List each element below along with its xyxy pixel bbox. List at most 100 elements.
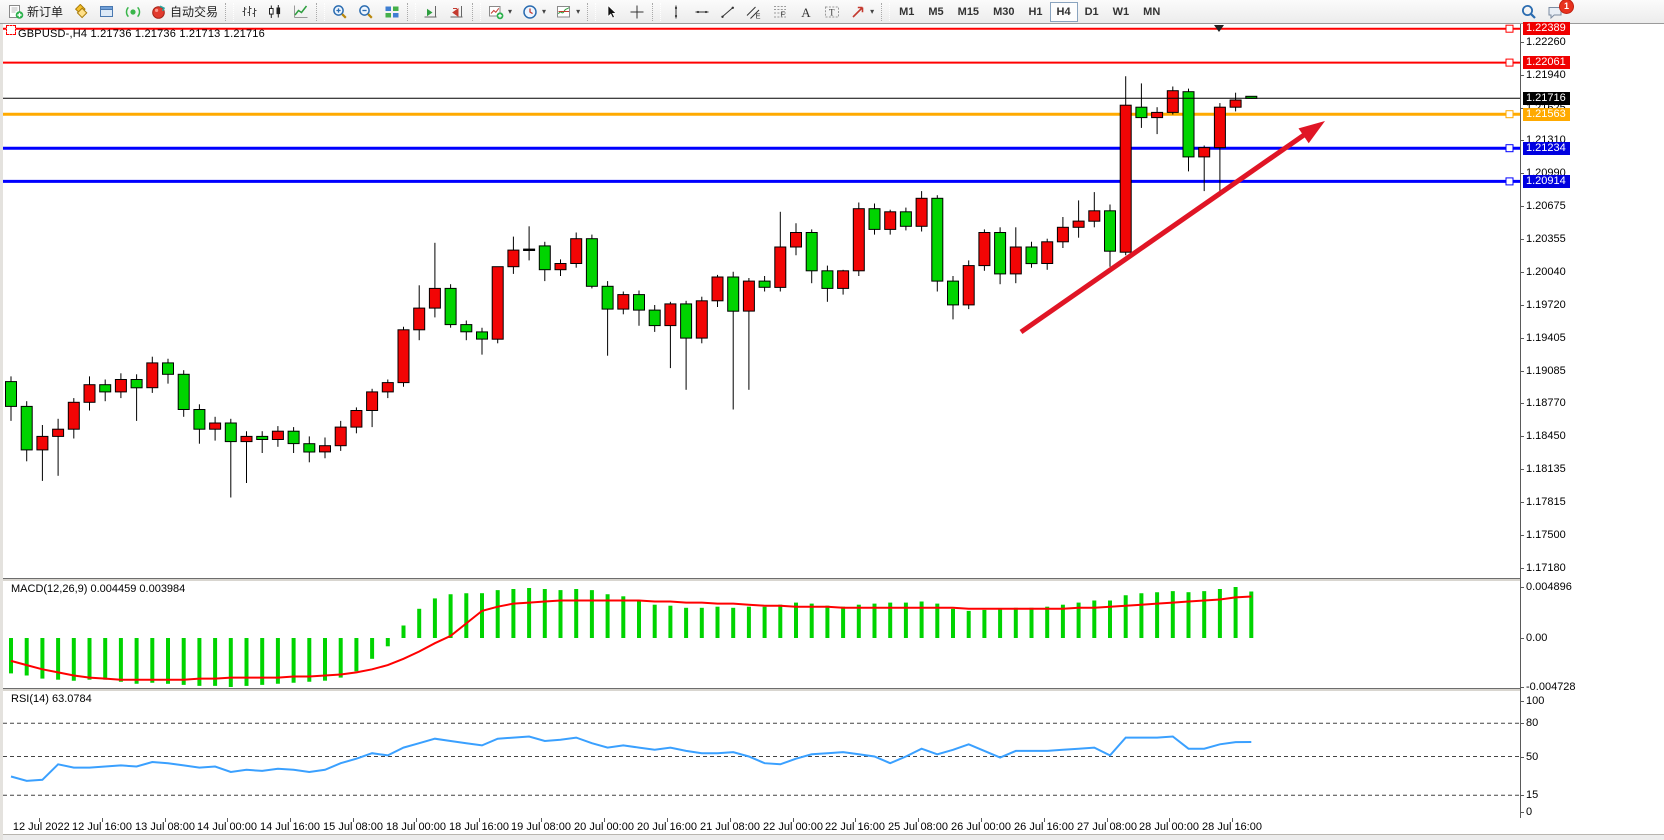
macd-tick-mark <box>1520 687 1524 688</box>
text-tool-button[interactable]: A <box>793 2 819 22</box>
time-tick-mark <box>353 818 354 822</box>
timeframe-H1-button[interactable]: H1 <box>1028 5 1043 18</box>
main-price-chart[interactable] <box>3 24 1520 578</box>
auto-trade-button[interactable]: 自动交易 <box>146 2 223 22</box>
auto-scroll-button[interactable] <box>418 2 444 22</box>
time-tick-mark <box>1169 818 1170 822</box>
price-tick-mark <box>1520 568 1524 569</box>
rsi-tick-label: 100 <box>1526 695 1545 707</box>
equidistant-channel-tool-button[interactable]: E <box>741 2 767 22</box>
timeframe-D1-button[interactable]: D1 <box>1084 5 1099 18</box>
toolbar-separator <box>587 2 597 21</box>
timeframe-H4-button[interactable]: H4 <box>1049 1 1078 22</box>
time-tick-label: 22 Jul 00:00 <box>763 821 823 833</box>
signals-button[interactable] <box>120 2 146 22</box>
hline-handle[interactable] <box>1505 144 1514 153</box>
trendline-tool-button[interactable] <box>715 2 741 22</box>
time-tick-label: 19 Jul 08:00 <box>511 821 571 833</box>
toolbar-separator <box>881 2 891 21</box>
rsi-tick-label: 80 <box>1526 717 1539 729</box>
tile-windows-button[interactable] <box>379 2 405 22</box>
hline-handle[interactable] <box>1505 58 1514 67</box>
rsi-pane[interactable] <box>3 690 1520 818</box>
toolbar-separator <box>225 2 235 21</box>
bar-chart-button[interactable] <box>236 2 262 22</box>
time-tick-mark <box>1044 818 1045 822</box>
hline-selection-handle[interactable] <box>6 25 16 35</box>
pane-separator-macd[interactable] <box>3 578 1520 581</box>
label-icon: T <box>824 4 840 20</box>
trend-arrow[interactable] <box>1019 121 1325 335</box>
price-level-badge: 1.21234 <box>1523 142 1570 155</box>
macd-pane[interactable] <box>3 580 1520 688</box>
time-tick-label: 26 Jul 16:00 <box>1014 821 1074 833</box>
timeframe-M1-button[interactable]: M1 <box>899 5 915 18</box>
price-tick-mark <box>1520 305 1524 306</box>
time-tick-label: 14 Jul 16:00 <box>260 821 320 833</box>
price-tick-label: 1.17500 <box>1526 529 1566 541</box>
tile-windows-icon <box>384 4 400 20</box>
rsi-label: RSI(14) 63.0784 <box>11 693 92 705</box>
horizontal-line-tool-button[interactable] <box>689 2 715 22</box>
new-order-button[interactable]: 新订单 <box>3 2 68 22</box>
symbol-ohlc-header: GBPUSD-,H4 1.21736 1.21736 1.21713 1.217… <box>18 28 265 40</box>
time-tick-mark <box>39 818 40 822</box>
periods-button[interactable]: ▾ <box>517 2 551 22</box>
text-icon: A <box>798 4 814 20</box>
zoom-out-button[interactable] <box>353 2 379 22</box>
time-tick-label: 12 Jul 16:00 <box>72 821 132 833</box>
crosshair-tool-button[interactable] <box>624 2 650 22</box>
timeframe-M30-button[interactable]: M30 <box>993 5 1015 18</box>
charts-stack-icon <box>73 3 89 20</box>
chart-shift-marker[interactable] <box>1214 25 1224 32</box>
line-chart-button[interactable] <box>288 2 314 22</box>
search-icon <box>1521 4 1537 20</box>
charts-button[interactable] <box>68 2 94 22</box>
templates-button[interactable]: ▾ <box>551 2 585 22</box>
chat-button[interactable]: 1 <box>1542 0 1574 22</box>
price-tick-label: 1.19720 <box>1526 299 1566 311</box>
macd-tick-label: 0.00 <box>1526 632 1548 644</box>
toolbar-separator <box>407 2 417 21</box>
hline-handle[interactable] <box>1505 110 1514 119</box>
text-label-tool-button[interactable]: T <box>819 2 845 22</box>
price-tick-mark <box>1520 108 1524 109</box>
rsi-tick-mark <box>1520 723 1524 724</box>
timeframe-MN-button[interactable]: MN <box>1143 5 1161 18</box>
vertical-line-tool-button[interactable] <box>663 2 689 22</box>
arrows-tool-button[interactable]: ▾ <box>845 2 879 22</box>
new-chart-button[interactable]: ▾ <box>483 2 517 22</box>
hline-handle[interactable] <box>1505 177 1514 186</box>
hline-handle[interactable] <box>1505 24 1514 33</box>
time-axis[interactable]: 12 Jul 2022 12 Jul 16:00 13 Jul 08:00 14 Ju… <box>3 818 1520 833</box>
price-tick-mark <box>1520 535 1524 536</box>
price-tick-mark <box>1520 206 1524 207</box>
time-tick-label: 28 Jul 16:00 <box>1202 821 1262 833</box>
time-tick-mark <box>102 818 103 822</box>
time-tick-label: 21 Jul 08:00 <box>700 821 760 833</box>
caret-down-icon: ▾ <box>542 7 547 16</box>
cursor-tool-button[interactable] <box>598 2 624 22</box>
price-tick-mark <box>1520 502 1524 503</box>
pane-separator-rsi[interactable] <box>3 688 1520 691</box>
price-tick-label: 1.19085 <box>1526 365 1566 377</box>
candlestick-chart-button[interactable] <box>262 2 288 22</box>
chart-shift-button[interactable] <box>444 2 470 22</box>
timeframe-W1-button[interactable]: W1 <box>1112 5 1130 18</box>
price-tick-mark <box>1520 272 1524 273</box>
time-tick-label: 20 Jul 16:00 <box>637 821 697 833</box>
market-watch-button[interactable] <box>94 2 120 22</box>
auto-scroll-icon <box>423 4 439 20</box>
price-tick-label: 1.18450 <box>1526 430 1566 442</box>
price-tick-mark <box>1520 469 1524 470</box>
rsi-tick-mark <box>1520 701 1524 702</box>
macd-tick-label: -0.004728 <box>1526 681 1576 693</box>
zoom-in-button[interactable] <box>327 2 353 22</box>
timeframe-M15-button[interactable]: M15 <box>957 5 980 18</box>
price-tick-label: 1.17180 <box>1526 562 1566 574</box>
timeframe-M5-button[interactable]: M5 <box>928 5 944 18</box>
fibonacci-tool-button[interactable]: F <box>767 2 793 22</box>
search-button[interactable] <box>1516 2 1542 22</box>
chart-window: GBPUSD-,H4 1.21736 1.21736 1.21713 1.217… <box>0 22 1664 840</box>
